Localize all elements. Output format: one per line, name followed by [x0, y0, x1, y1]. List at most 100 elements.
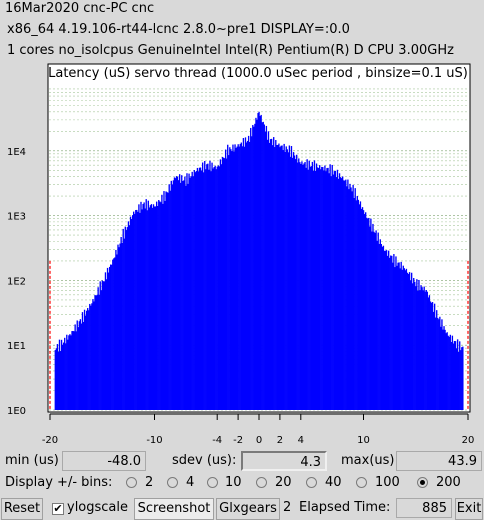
- reset-button[interactable]: Reset: [1, 498, 43, 520]
- histogram-bar: [392, 262, 394, 410]
- histogram-bar: [241, 146, 244, 410]
- histogram-bar: [414, 281, 416, 410]
- histogram-bar: [321, 166, 323, 410]
- histogram-bar: [184, 176, 186, 410]
- glxgears-button[interactable]: Glxgears: [216, 498, 280, 520]
- histogram-bar: [161, 194, 163, 410]
- histogram-bar: [309, 166, 311, 410]
- bins-option-2[interactable]: 2: [145, 475, 154, 490]
- bins-radio-20[interactable]: [256, 477, 267, 488]
- y-tick-label: 1E4: [7, 147, 26, 158]
- histogram-bar: [413, 278, 415, 410]
- x-tick-label: -2: [233, 435, 243, 446]
- bins-radio-200[interactable]: [417, 477, 428, 488]
- histogram-bar: [409, 280, 412, 410]
- histogram-bar: [381, 246, 384, 410]
- bins-radio-40[interactable]: [306, 477, 317, 488]
- histogram-bar: [83, 309, 86, 410]
- histogram-bar: [115, 249, 117, 410]
- histogram-bar: [65, 343, 67, 410]
- ylogscale-label[interactable]: ylogscale: [67, 500, 129, 515]
- histogram-bar: [195, 171, 198, 410]
- x-tick-label: 20: [462, 435, 475, 446]
- histogram-bar: [91, 303, 93, 410]
- histogram-bar: [62, 342, 65, 410]
- x-tick-label: 4: [298, 435, 304, 446]
- bins-option-200[interactable]: 200: [436, 475, 461, 490]
- histogram-bar: [237, 144, 239, 410]
- histogram-bar: [339, 177, 342, 410]
- histogram-bar: [313, 160, 316, 410]
- histogram-bar: [99, 281, 101, 410]
- histogram-bar: [332, 174, 334, 410]
- histogram-bar: [325, 171, 327, 410]
- histogram-bar: [97, 287, 99, 410]
- exit-button[interactable]: Exit: [455, 498, 483, 520]
- histogram-bar: [421, 287, 423, 410]
- histogram-bar: [228, 155, 230, 410]
- bins-option-100[interactable]: 100: [375, 475, 400, 490]
- bins-radio-10[interactable]: [207, 477, 218, 488]
- histogram-bar: [84, 315, 87, 410]
- histogram-bar: [186, 173, 188, 410]
- histogram-bar: [177, 180, 180, 410]
- bins-option-20[interactable]: 20: [275, 475, 292, 490]
- histogram-bar: [190, 176, 192, 410]
- sdev-label: sdev (us):: [172, 453, 237, 468]
- histogram-bar: [423, 286, 425, 410]
- histogram-bar: [285, 146, 287, 410]
- histogram-bar: [443, 326, 445, 410]
- histogram-bar: [117, 244, 119, 410]
- histogram-bar: [125, 230, 128, 410]
- histogram-bar: [171, 184, 174, 410]
- histogram-bar: [253, 126, 255, 411]
- histogram-bar: [197, 171, 200, 410]
- histogram-bar: [76, 320, 78, 410]
- histogram-bar: [375, 230, 377, 410]
- histogram-bar: [418, 279, 420, 410]
- histogram-bar: [142, 204, 144, 410]
- histogram-bar: [314, 170, 317, 410]
- histogram-bar: [361, 207, 364, 410]
- histogram-bar: [110, 264, 112, 410]
- ylogscale-checkbox[interactable]: ✔: [52, 502, 64, 515]
- histogram-bar: [216, 166, 218, 410]
- elapsed-time-label: Elapsed Time:: [299, 500, 391, 515]
- histogram-bar: [82, 321, 85, 410]
- histogram-bar: [453, 341, 456, 410]
- histogram-bar: [215, 169, 217, 410]
- histogram-bar: [277, 144, 279, 410]
- bins-radio-4[interactable]: [167, 477, 178, 488]
- histogram-bar: [412, 283, 414, 410]
- bins-radio-100[interactable]: [356, 477, 367, 488]
- bins-row: Display +/- bins: 2 4 10 20 40 100 200: [0, 473, 484, 495]
- histogram-bar: [450, 342, 453, 410]
- histogram-bar: [280, 145, 282, 410]
- histogram-bar: [391, 255, 393, 410]
- histogram-bar: [444, 329, 446, 410]
- histogram-bar: [454, 341, 457, 410]
- histogram-bar: [402, 265, 404, 410]
- histogram-bar: [103, 281, 106, 410]
- histogram-bar: [315, 163, 318, 410]
- bins-radio-2[interactable]: [126, 477, 137, 488]
- histogram-bar: [150, 204, 153, 410]
- elapsed-time-value: 885: [396, 498, 452, 518]
- histogram-bar: [222, 157, 225, 410]
- histogram-bar: [94, 295, 96, 410]
- screenshot-button[interactable]: Screenshot: [134, 498, 214, 520]
- histogram-bar: [74, 324, 76, 410]
- histogram-bar: [169, 190, 171, 410]
- header-line-date-host: 16Mar2020 cnc-PC cnc: [5, 1, 155, 16]
- histogram-bar: [106, 267, 109, 410]
- bins-option-40[interactable]: 40: [325, 475, 342, 490]
- histogram-bar: [119, 243, 121, 410]
- histogram-bar: [283, 143, 285, 410]
- x-tick-label: -4: [212, 435, 222, 446]
- bins-option-10[interactable]: 10: [225, 475, 242, 490]
- histogram-bar: [205, 169, 207, 410]
- histogram-bar: [251, 136, 253, 410]
- x-tick-label: -20: [42, 435, 58, 446]
- bins-option-4[interactable]: 4: [186, 475, 195, 490]
- histogram-bar: [380, 244, 383, 410]
